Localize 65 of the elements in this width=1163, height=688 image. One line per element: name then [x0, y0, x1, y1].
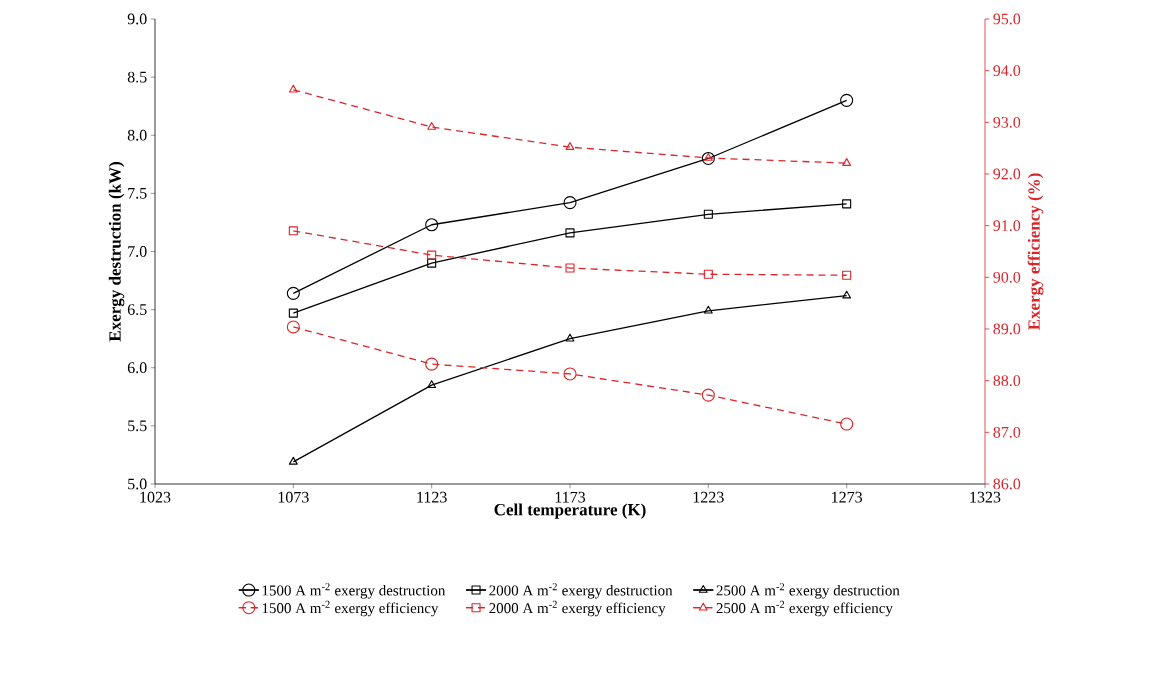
y-tick-label: 7.0 [128, 246, 147, 257]
y-tick-label: 5.5 [128, 420, 147, 432]
point [565, 228, 575, 238]
legend-label: 2000 A m$^{-2}$ exergy destruction [489, 583, 673, 599]
legend-label: 2500 A m$^{-2}$ exergy destruction [716, 583, 900, 599]
y2-tick-label: 90.0 [993, 271, 1021, 283]
x-tick-label: 1023 [140, 491, 171, 503]
x-tick-label: 1323 [970, 491, 1001, 503]
point [425, 218, 439, 232]
point [842, 290, 852, 299]
x-tick-label: 1273 [832, 491, 863, 503]
y2-tick-label: 87.0 [993, 426, 1021, 438]
point [427, 258, 437, 268]
point [427, 121, 437, 130]
point [703, 152, 713, 161]
point [842, 270, 852, 280]
point [703, 269, 713, 279]
y2-tick-label: 93.0 [993, 116, 1021, 128]
y2-tick-label: 92.0 [993, 168, 1021, 180]
y-tick-label: 7.5 [128, 188, 147, 199]
y-tick-label: 8.5 [127, 71, 147, 83]
x-axis-title: Cell temperature (K) [494, 503, 646, 519]
point [425, 357, 439, 371]
y-tick-label: 8.0 [127, 129, 147, 141]
point [427, 380, 437, 388]
y2-axis-title: Exergy efficiency (%) [1027, 173, 1044, 331]
point [840, 93, 854, 107]
point [427, 250, 437, 260]
point [703, 305, 713, 314]
y-tick-label: 6.0 [127, 362, 147, 374]
y2-tick-label: 86.0 [993, 478, 1021, 490]
point [842, 158, 852, 166]
point [286, 320, 300, 334]
point [563, 367, 577, 381]
point [288, 84, 298, 93]
point [701, 151, 715, 166]
x-tick-label: 1223 [693, 491, 724, 503]
point [701, 388, 715, 402]
legend-label: 1500 A m$^{-2}$ exergy destruction [262, 583, 446, 599]
point [840, 417, 854, 431]
point [565, 263, 575, 273]
legend-label: 2500 A m$^{-2}$ exergy efficiency [716, 600, 893, 617]
point [565, 333, 575, 342]
y2-tick-label: 94.0 [993, 65, 1021, 77]
y-tick-label: 6.5 [127, 304, 147, 316]
point [288, 308, 298, 318]
point [286, 286, 300, 300]
y2-tick-label: 89.0 [993, 323, 1021, 335]
y-tick-label: 9.0 [127, 13, 147, 25]
point [842, 199, 852, 209]
point [288, 226, 298, 236]
y2-tick-label: 88.0 [993, 375, 1021, 387]
y-axis-title: Exergy destruction (kW) [108, 162, 125, 342]
y2-tick-label: 95.0 [993, 13, 1021, 25]
x-tick-label: 1123 [417, 491, 447, 503]
y2-tick-label: 91.0 [993, 220, 1021, 232]
point [703, 209, 713, 219]
y-tick-label: 5.0 [128, 478, 147, 490]
point [563, 196, 577, 210]
point [288, 456, 298, 465]
legend-label: 2000 A m$^{-2}$ exergy efficiency [489, 600, 666, 617]
x-tick-label: 1173 [555, 491, 586, 503]
point [565, 142, 575, 150]
x-tick-label: 1073 [278, 491, 309, 503]
legend-label: 1500 A m$^{-2}$ exergy efficiency [262, 600, 439, 617]
